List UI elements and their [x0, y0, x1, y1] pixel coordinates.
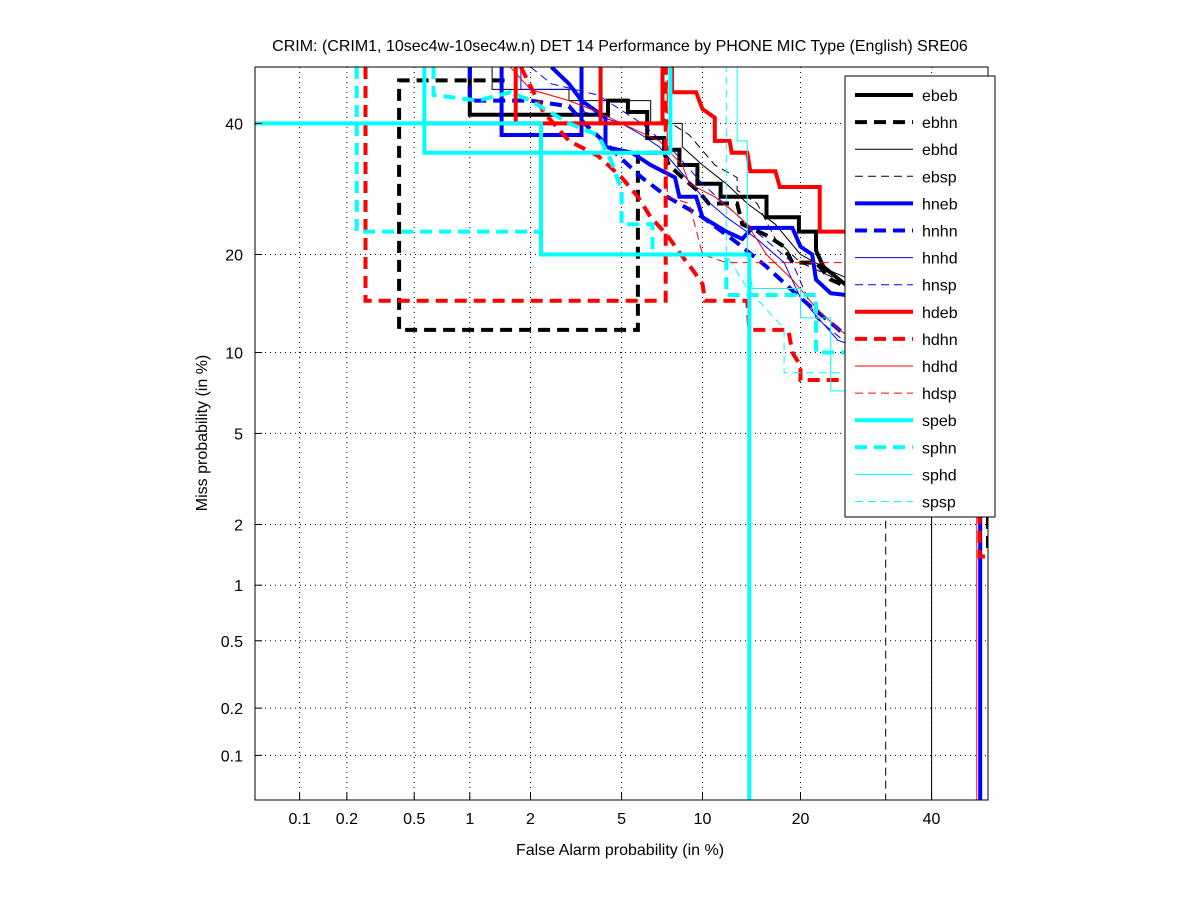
legend-label: hnsp	[922, 278, 957, 295]
legend-item-hneb: hneb	[855, 196, 958, 213]
y-tick-label: 0.5	[221, 634, 243, 651]
legend-box	[844, 75, 996, 518]
y-tick-label: 5	[234, 426, 243, 443]
x-ticks: 0.1 0.2 0.5 1 2 5 10 20 40	[288, 793, 941, 828]
y-tick-label: 0.1	[221, 748, 243, 765]
series-sphd	[736, 67, 988, 392]
legend-item-hnhn: hnhn	[855, 224, 958, 241]
legend-label: ebeb	[922, 88, 958, 105]
y-axis-label: Miss probability (in %)	[194, 355, 211, 511]
legend-item-hnsp: hnsp	[855, 278, 957, 295]
legend-item-hdsp: hdsp	[855, 386, 957, 403]
legend-label: ebhn	[922, 115, 958, 132]
legend-label: ebhd	[922, 142, 958, 159]
legend-label: hdhd	[922, 359, 958, 376]
series-hdsp	[666, 67, 988, 264]
x-tick-label: 20	[792, 811, 810, 828]
series-hdhn	[363, 67, 988, 559]
legend-label: speb	[922, 413, 957, 430]
x-tick-label: 1	[465, 811, 474, 828]
legend-label: hdeb	[922, 305, 958, 322]
series-ebsp	[662, 67, 887, 800]
y-ticks: 0.1 0.2 0.5 1 2 5 10 20 40	[221, 116, 262, 765]
legend-item-speb: speb	[855, 413, 957, 430]
x-tick-label: 10	[694, 811, 712, 828]
series-line-hdhn	[363, 67, 668, 303]
legend-label: spsp	[922, 495, 956, 512]
series-line-hdhn	[519, 67, 988, 559]
y-tick-label: 2	[234, 517, 243, 534]
legend-label: ebsp	[922, 169, 957, 186]
y-tick-label: 40	[225, 116, 243, 133]
chart-title: CRIM: (CRIM1, 10sec4w-10sec4w.n) DET 14 …	[272, 38, 968, 55]
y-tick-label: 10	[225, 345, 243, 362]
x-tick-label: 2	[526, 811, 535, 828]
y-tick-label: 1	[234, 578, 243, 595]
y-tick-label: 20	[225, 247, 243, 264]
legend-item-sphd: sphd	[855, 467, 957, 484]
series-line-sphd	[736, 67, 988, 392]
series-line-speb	[422, 67, 673, 155]
legend-item-ebeb: ebeb	[855, 88, 958, 105]
series-spsp	[255, 67, 988, 374]
x-axis-label: False Alarm probability (in %)	[516, 842, 724, 859]
legend-item-ebhn: ebhn	[855, 115, 958, 132]
series-line-hdsp	[666, 67, 988, 264]
legend-label: hneb	[922, 196, 958, 213]
x-tick-label: 0.2	[336, 811, 358, 828]
series-sphn	[354, 67, 988, 355]
series-line-speb	[255, 121, 752, 800]
x-tick-label: 0.1	[288, 811, 310, 828]
x-tick-label: 0.5	[403, 811, 425, 828]
legend-label: hnhd	[922, 251, 958, 268]
legend-label: hdhn	[922, 332, 958, 349]
legend-label: sphn	[922, 440, 957, 457]
x-tick-label: 5	[617, 811, 626, 828]
legend-item-ebsp: ebsp	[855, 169, 957, 186]
legend-label: hdsp	[922, 386, 957, 403]
legend-item-hdhn: hdhn	[855, 332, 958, 349]
y-tick-label: 0.2	[221, 701, 243, 718]
series-speb	[255, 67, 752, 800]
legend-item-hnhd: hnhd	[855, 251, 958, 268]
x-tick-label: 40	[923, 811, 941, 828]
series-line-sphn	[354, 67, 543, 234]
legend: ebeb ebhn ebhd ebsp hneb hnhn hnhd hnsp hdeb hdhn…	[844, 75, 996, 518]
series-line-spsp	[255, 67, 988, 374]
legend-label: sphd	[922, 467, 957, 484]
legend-item-ebhd: ebhd	[855, 142, 958, 159]
series-line-sphn	[431, 67, 988, 355]
legend-label: hnhn	[922, 224, 958, 241]
legend-item-spsp: spsp	[855, 495, 956, 512]
legend-item-hdhd: hdhd	[855, 359, 958, 376]
legend-item-sphn: sphn	[855, 440, 957, 457]
series-line-ebsp	[662, 67, 887, 800]
legend-item-hdeb: hdeb	[855, 305, 958, 322]
